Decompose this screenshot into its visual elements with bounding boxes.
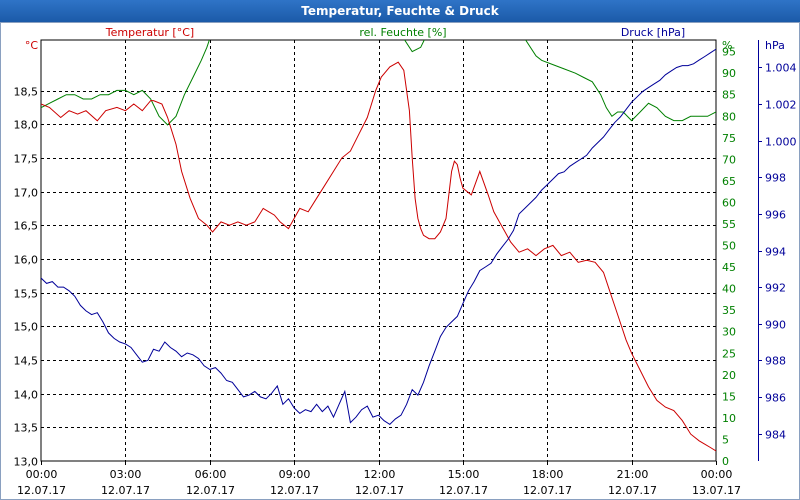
y-tick-label-pressure: 996 — [765, 209, 786, 222]
axis-label-temperature: Temperatur [°C] — [105, 26, 194, 39]
y-tick-label-humidity: 80 — [722, 110, 736, 123]
y-tick-label-temperature: 15,0 — [14, 321, 39, 334]
x-tick-label-date: 12.07.17 — [17, 484, 66, 497]
y-tick-label-humidity: 75 — [722, 132, 736, 145]
plot-area — [40, 39, 717, 462]
y-tick-label-humidity: 10 — [722, 412, 736, 425]
x-tick-label-time: 03:00 — [110, 468, 142, 481]
y-tick-label-humidity: 35 — [722, 304, 736, 317]
y-tick-label-humidity: 95 — [722, 46, 736, 59]
y-tick-label-temperature: 18,0 — [14, 119, 39, 132]
axis-label-humidity: rel. Feuchte [%] — [359, 26, 446, 39]
y-tick-label-humidity: 85 — [722, 89, 736, 102]
y-tick-label-humidity: 50 — [722, 240, 736, 253]
y-tick-label-humidity: 25 — [722, 347, 736, 360]
series-line-temperature — [41, 61, 716, 452]
y-tick-label-humidity: 0 — [722, 455, 729, 468]
x-tick-label-date: 12.07.17 — [523, 484, 572, 497]
pressure-unit: hPa — [765, 39, 785, 52]
y-tick-label-pressure: 984 — [765, 429, 786, 442]
y-tick-label-pressure: 988 — [765, 355, 786, 368]
y-tick-label-humidity: 30 — [722, 326, 736, 339]
x-tick-label-date: 12.07.17 — [186, 484, 235, 497]
y-tick-label-humidity: 15 — [722, 390, 736, 403]
y-tick-label-temperature: 17,0 — [14, 187, 39, 200]
x-tick-label-time: 06:00 — [195, 468, 227, 481]
y-tick-label-humidity: 70 — [722, 153, 736, 166]
y-tick-label-temperature: 18,5 — [14, 86, 39, 99]
x-tick-label-time: 15:00 — [448, 468, 480, 481]
y-tick-label-pressure: 1.002 — [765, 99, 797, 112]
y-tick-label-humidity: 65 — [722, 175, 736, 188]
x-tick-label-time: 00:00 — [26, 468, 58, 481]
y-tick-label-temperature: 16,5 — [14, 220, 39, 233]
y-tick-label-pressure: 986 — [765, 392, 786, 405]
series-line-humidity — [41, 40, 716, 126]
temperature-unit: °C — [25, 39, 39, 52]
y-tick-label-temperature: 14,5 — [14, 355, 39, 368]
y-tick-label-humidity: 90 — [722, 67, 736, 80]
x-tick-label-date: 12.07.17 — [439, 484, 488, 497]
y-tick-label-pressure: 1.004 — [765, 62, 797, 75]
axis-label-pressure: Druck [hPa] — [621, 26, 685, 39]
y-tick-label-humidity: 20 — [722, 369, 736, 382]
y-tick-label-humidity: 5 — [722, 433, 729, 446]
y-tick-label-humidity: 40 — [722, 283, 736, 296]
y-tick-label-temperature: 15,5 — [14, 288, 39, 301]
y-tick-label-pressure: 992 — [765, 282, 786, 295]
y-tick-label-temperature: 16,0 — [14, 254, 39, 267]
y-tick-label-humidity: 55 — [722, 218, 736, 231]
x-tick-label-date: 12.07.17 — [355, 484, 404, 497]
y-tick-label-temperature: 17,5 — [14, 153, 39, 166]
x-tick-label-time: 00:00 — [701, 468, 733, 481]
y-tick-label-temperature: 14,0 — [14, 389, 39, 402]
y-tick-label-humidity: 60 — [722, 196, 736, 209]
y-tick-label-pressure: 994 — [765, 246, 786, 259]
series-line-pressure — [41, 48, 716, 426]
y-tick-label-pressure: 990 — [765, 319, 786, 332]
y-tick-label-temperature: 13,0 — [14, 456, 39, 469]
x-tick-label-date: 12.07.17 — [101, 484, 150, 497]
y-tick-label-temperature: 13,5 — [14, 422, 39, 435]
y-tick-label-humidity: 45 — [722, 261, 736, 274]
y-tick-label-pressure: 998 — [765, 172, 786, 185]
x-tick-label-date: 12.07.17 — [608, 484, 657, 497]
y-tick-label-pressure: 1.000 — [765, 136, 797, 149]
x-tick-label-time: 18:00 — [532, 468, 564, 481]
x-tick-label-time: 21:00 — [617, 468, 649, 481]
humidity-unit: % — [722, 39, 732, 52]
x-tick-label-date: 12.07.17 — [270, 484, 319, 497]
x-tick-label-time: 09:00 — [279, 468, 311, 481]
x-tick-label-date: 13.07.17 — [692, 484, 741, 497]
chart-title: Temperatur, Feuchte & Druck — [301, 4, 499, 18]
x-tick-label-time: 12:00 — [364, 468, 396, 481]
